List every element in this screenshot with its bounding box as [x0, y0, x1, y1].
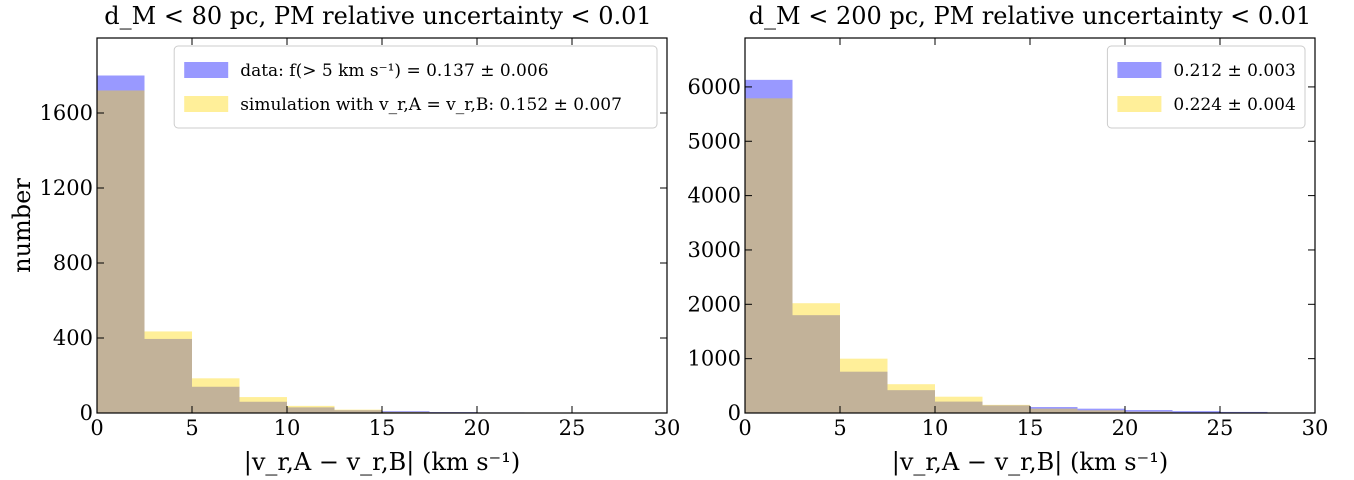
- histogram-bar: [334, 410, 382, 413]
- legend-label: data: f(> 5 km s⁻¹) = 0.137 ± 0.006: [240, 61, 548, 81]
- histogram-bar: [887, 390, 935, 413]
- x-tick-label: 15: [369, 416, 396, 440]
- y-tick-label: 2000: [688, 292, 741, 316]
- histogram-bar: [1077, 408, 1125, 413]
- x-tick-label: 10: [922, 416, 949, 440]
- x-tick-label: 30: [1302, 416, 1329, 440]
- y-tick-label: 5000: [688, 129, 741, 153]
- legend-swatch: [184, 62, 229, 78]
- chart-panel-1: 0 5 10 15 20 25 30 0 400 800 1200 1600 d_M < 80 pc, …: [8, 2, 680, 477]
- chart-title: d_M < 200 pc, PM relative uncertainty < …: [749, 2, 1312, 30]
- histogram-bar: [192, 378, 240, 413]
- x-tick-label: 20: [464, 416, 491, 440]
- histogram-bar: [1030, 407, 1078, 413]
- y-tick-label: 4000: [688, 184, 741, 208]
- legend-label: 0.212 ± 0.003: [1173, 61, 1295, 81]
- legend-swatch: [1117, 96, 1162, 112]
- series-1-bars: [745, 79, 1315, 413]
- histogram-bar: [1125, 410, 1173, 413]
- histogram-bar: [287, 405, 335, 413]
- histogram-bar: [935, 401, 983, 413]
- histogram-bar: [382, 411, 430, 413]
- series-2-bars: [745, 98, 1268, 414]
- legend-box: [1106, 45, 1306, 129]
- histogram-bar: [97, 75, 145, 413]
- histogram-bar: [1125, 411, 1173, 413]
- x-tick-label: 25: [559, 416, 586, 440]
- histogram-bar: [1030, 408, 1078, 413]
- x-tick-label: 20: [1112, 416, 1139, 440]
- histogram-bar: [887, 384, 935, 413]
- histogram-bar: [982, 404, 1030, 413]
- y-tick-label: 0: [80, 401, 93, 425]
- histogram-bar: [1077, 410, 1125, 413]
- legend: data: f(> 5 km s⁻¹) = 0.137 ± 0.006 simul…: [173, 45, 658, 129]
- x-tick-label: 0: [90, 416, 103, 440]
- x-tick-label: 0: [738, 416, 751, 440]
- y-axis-label: number: [8, 178, 36, 273]
- histogram-bar: [792, 315, 840, 413]
- legend-swatch: [1117, 62, 1162, 78]
- x-axis-label: |v_r,A − v_r,B| (km s⁻¹): [244, 448, 520, 477]
- histogram-bar: [1172, 411, 1220, 413]
- x-axis-label: |v_r,A − v_r,B| (km s⁻¹): [892, 448, 1168, 477]
- histogram-bar: [144, 331, 192, 413]
- histogram-bar: [840, 358, 888, 413]
- y-tick-label: 1000: [688, 347, 741, 371]
- histogram-bar: [144, 338, 192, 413]
- legend-box: [173, 45, 658, 129]
- histogram-bar: [192, 386, 240, 413]
- histogram-bar: [840, 371, 888, 413]
- x-tick-label: 30: [654, 416, 681, 440]
- histogram-bar: [334, 409, 382, 413]
- histogram-bar: [792, 303, 840, 413]
- legend: 0.212 ± 0.003 0.224 ± 0.004: [1106, 45, 1306, 129]
- histogram-bar: [935, 396, 983, 413]
- series-1-bars: [97, 75, 667, 413]
- y-tick-label: 0: [728, 401, 741, 425]
- x-tick-label: 25: [1207, 416, 1234, 440]
- legend-label: 0.224 ± 0.004: [1173, 95, 1295, 115]
- y-tick-label: 1600: [40, 101, 93, 125]
- y-tick-label: 1200: [40, 176, 93, 200]
- histogram-bar: [239, 401, 287, 413]
- histogram-bar: [982, 405, 1030, 413]
- chart-title: d_M < 80 pc, PM relative uncertainty < 0…: [104, 2, 651, 30]
- x-tick-label: 5: [833, 416, 846, 440]
- y-tick-label: 400: [53, 326, 93, 350]
- y-tick-label: 3000: [688, 238, 741, 262]
- histogram-bar: [97, 90, 145, 413]
- chart-panel-2: 0 5 10 15 20 25 30 0 1000 2000 3000 4000 5000 6000 d_M…: [688, 2, 1329, 477]
- histogram-bar: [745, 79, 793, 413]
- histogram-bar: [745, 98, 793, 414]
- series-2-bars: [97, 90, 572, 413]
- x-tick-label: 10: [274, 416, 301, 440]
- x-tick-label: 15: [1017, 416, 1044, 440]
- legend-swatch: [184, 96, 229, 112]
- histogram-bar: [239, 397, 287, 413]
- x-tick-label: 5: [185, 416, 198, 440]
- legend-label: simulation with v_r,A = v_r,B: 0.152 ± 0…: [240, 95, 622, 115]
- y-tick-label: 6000: [688, 75, 741, 99]
- histogram-bar: [287, 407, 335, 413]
- y-tick-label: 800: [53, 251, 93, 275]
